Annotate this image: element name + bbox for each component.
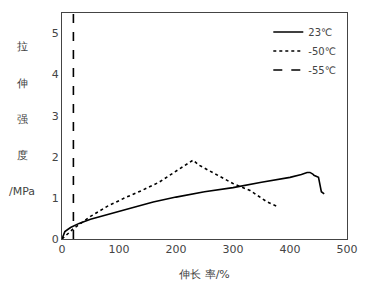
svg-text:度: 度 [17,149,28,162]
svg-text:-50℃: -50℃ [308,46,336,57]
svg-text:0: 0 [59,243,66,256]
svg-text:5: 5 [52,27,59,40]
svg-text:伸长 率/%: 伸长 率/% [179,268,230,281]
svg-text:400: 400 [280,243,301,256]
svg-text:4: 4 [52,68,59,81]
svg-text:1: 1 [52,192,59,205]
svg-text:300: 300 [223,243,244,256]
svg-text:伸: 伸 [17,77,28,90]
svg-text:强: 强 [17,113,28,126]
svg-text:3: 3 [52,110,59,123]
svg-text:500: 500 [337,243,358,256]
svg-text:200: 200 [166,243,187,256]
svg-text:2: 2 [52,151,59,164]
svg-text:23℃: 23℃ [308,27,332,38]
svg-text:0: 0 [52,233,59,246]
svg-text:拉: 拉 [17,40,28,53]
svg-text:100: 100 [109,243,130,256]
svg-text:/MPa: /MPa [9,185,35,198]
svg-text:-55℃: -55℃ [308,65,336,76]
